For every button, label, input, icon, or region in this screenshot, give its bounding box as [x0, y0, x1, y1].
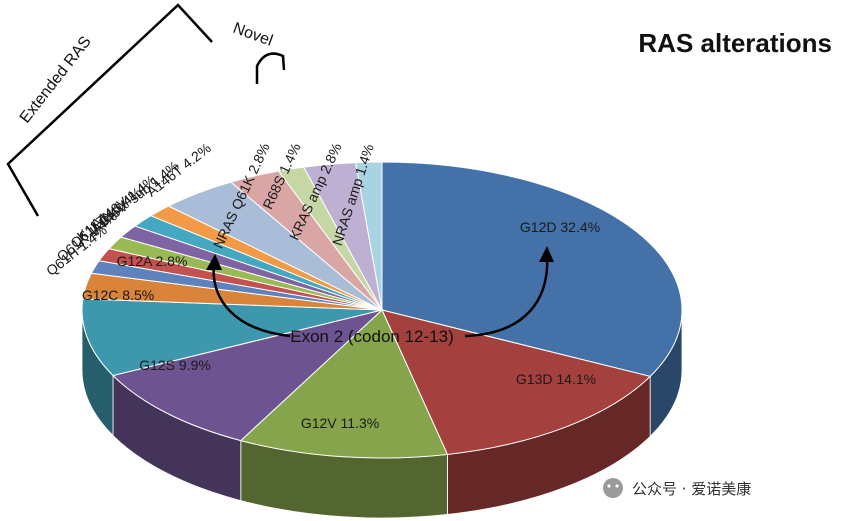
- exon2-label: Exon 2 (codon 12-13): [290, 327, 454, 346]
- novel-bracket: [255, 52, 286, 84]
- pie-slice-g12c-8-5: [81, 298, 383, 377]
- exon2-arrowhead-right: [539, 246, 554, 262]
- pie-tops: [81, 161, 683, 459]
- novel-annotation: Novel: [231, 20, 286, 84]
- slice-label-g12c-8-5: G12C 8.5%: [82, 287, 154, 303]
- pie-slice-nras-amp-1-4: [355, 161, 383, 311]
- pie-slice-g12d-32-4: [381, 161, 683, 377]
- pie-slice-g13d-14-1: [381, 309, 652, 455]
- slice-label-g12d-32-4: G12D 32.4%: [520, 219, 600, 235]
- watermark-text: 公众号 · 爱诺美康: [632, 480, 751, 498]
- pie-slice-g12v-11-3: [239, 309, 449, 459]
- slice-label-g12s-9-9: G12S 9.9%: [139, 357, 211, 373]
- wechat-icon: [603, 478, 623, 498]
- chart-title: RAS alterations: [638, 28, 832, 58]
- slice-label-g12a-2-8: G12A 2.8%: [117, 253, 188, 269]
- slice-label-g12v-11-3: G12V 11.3%: [301, 415, 379, 431]
- exon2-arrowhead-left: [206, 254, 222, 270]
- slice-label-g13d-14-1: G13D 14.1%: [516, 371, 596, 387]
- exon2-arrow-right: [464, 253, 549, 338]
- extended-ras-bracket: [6, 3, 213, 217]
- extended-ras-label: Extended RAS: [17, 33, 95, 126]
- exon2-arrow-left: [212, 261, 291, 338]
- extended-ras-annotation: Extended RAS: [6, 3, 213, 217]
- pie-slice-g12s-9-9: [112, 309, 384, 442]
- exon2-annotation: Exon 2 (codon 12-13): [206, 246, 554, 346]
- novel-label: Novel: [231, 20, 275, 50]
- watermark: 公众号 · 爱诺美康: [603, 478, 751, 498]
